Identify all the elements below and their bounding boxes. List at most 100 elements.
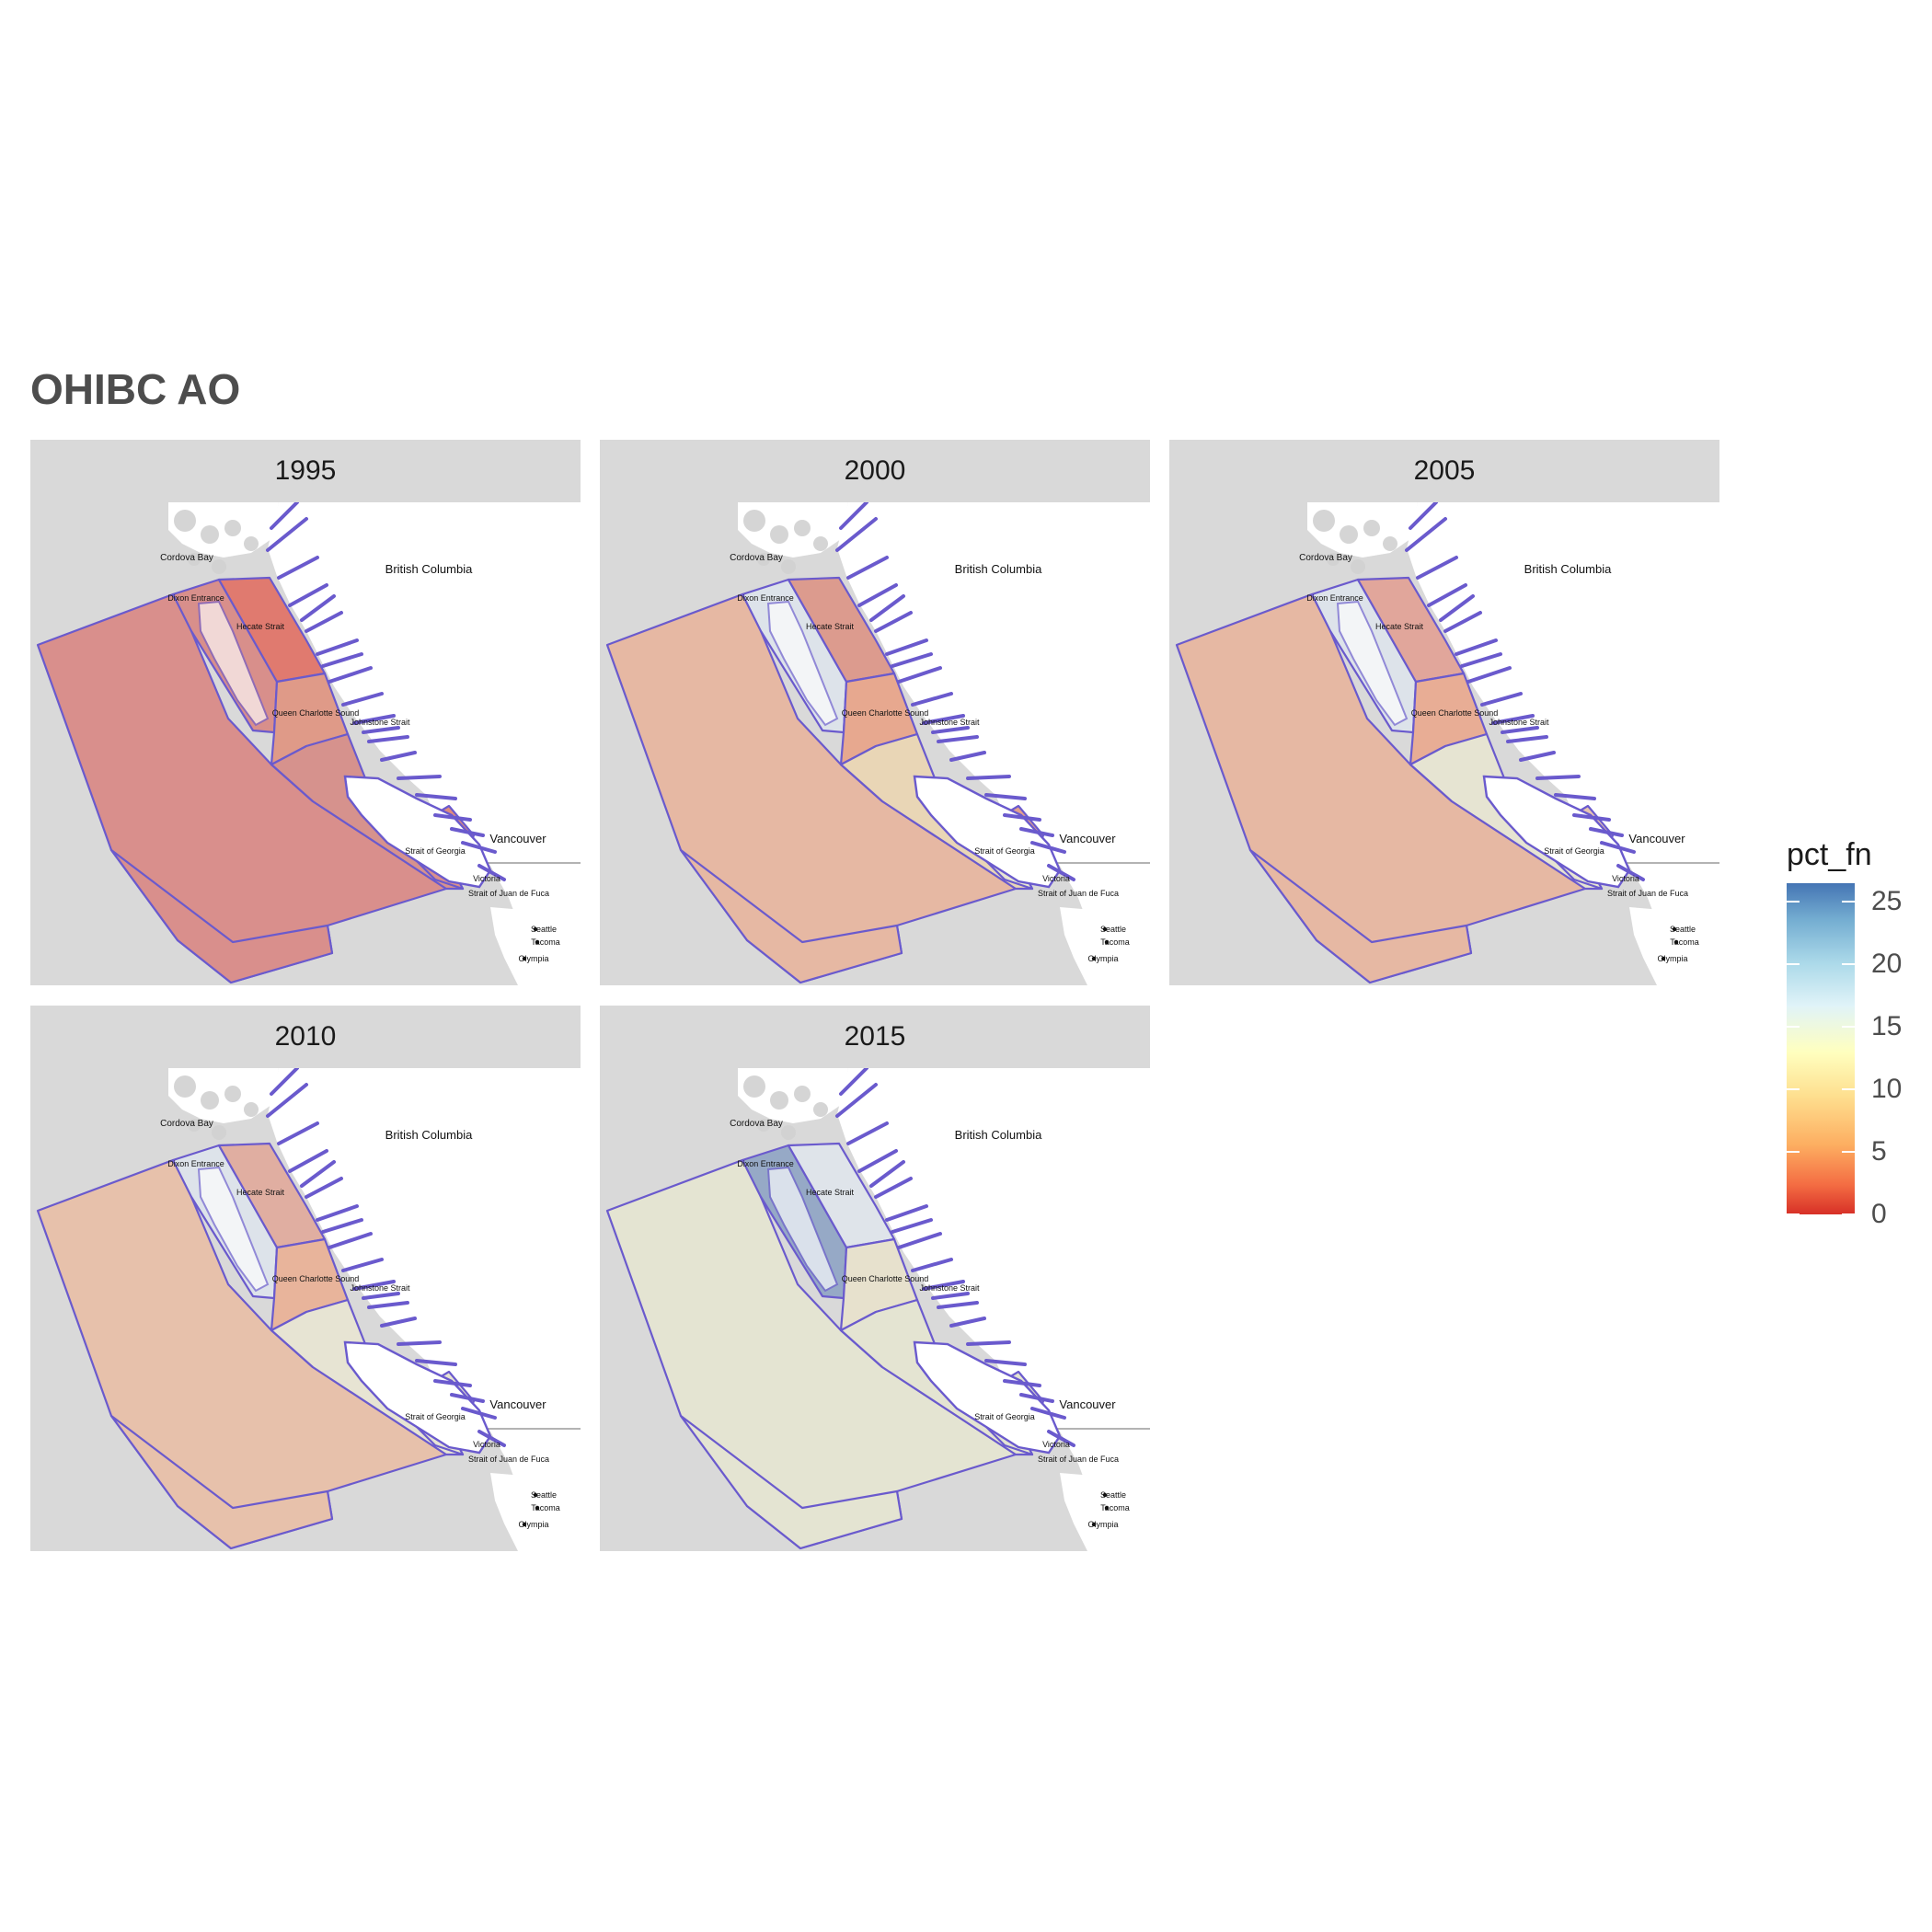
map-panel: Cordova Bay British Columbia Dixon Entranc… xyxy=(30,502,581,985)
label-queen-charlotte-sound: Queen Charlotte Sound xyxy=(842,1274,929,1283)
label-british-columbia: British Columbia xyxy=(385,562,473,576)
label-seattle: Seattle xyxy=(1100,925,1126,934)
legend-tick-mark xyxy=(1787,1151,1800,1154)
label-victoria: Victoria xyxy=(473,874,500,883)
facet-panel-2005: 2005 Cordova Bay British Columbia Dixon Ent… xyxy=(1169,440,1719,985)
label-cordova-bay: Cordova Bay xyxy=(1299,553,1352,563)
legend-colorbar xyxy=(1787,883,1855,1214)
legend-tick-label: 10 xyxy=(1871,1074,1903,1105)
map-panel: Cordova Bay British Columbia Dixon Entranc… xyxy=(1169,502,1719,985)
label-olympia: Olympia xyxy=(1657,954,1687,963)
label-british-columbia: British Columbia xyxy=(955,1128,1042,1142)
facet-strip-label: 2015 xyxy=(600,1006,1150,1068)
legend-tick-mark xyxy=(1787,1088,1800,1091)
label-seattle: Seattle xyxy=(1670,925,1696,934)
label-british-columbia: British Columbia xyxy=(1524,562,1612,576)
label-johnstone-strait: Johnstone Strait xyxy=(919,1283,980,1293)
label-vancouver: Vancouver xyxy=(489,1397,546,1411)
label-johnstone-strait: Johnstone Strait xyxy=(350,718,410,727)
label-juan-de-fuca: Strait of Juan de Fuca xyxy=(468,889,549,898)
facet-panel-2015: 2015 Cordova Bay British Columbia Dixon Ent… xyxy=(600,1006,1150,1551)
label-strait-of-georgia: Strait of Georgia xyxy=(405,1412,466,1421)
label-olympia: Olympia xyxy=(1087,1520,1118,1529)
label-vancouver: Vancouver xyxy=(1628,832,1685,845)
label-tacoma: Tacoma xyxy=(531,937,560,947)
label-seattle: Seattle xyxy=(531,925,557,934)
facet-strip-label: 2000 xyxy=(600,440,1150,502)
label-victoria: Victoria xyxy=(1042,1440,1070,1449)
legend-tick-mark xyxy=(1787,1026,1800,1029)
region-3 xyxy=(217,1142,327,1249)
label-queen-charlotte-sound: Queen Charlotte Sound xyxy=(1411,708,1499,718)
label-victoria: Victoria xyxy=(1042,874,1070,883)
label-hecate-strait: Hecate Strait xyxy=(806,1188,855,1197)
legend-tick-mark xyxy=(1842,963,1855,966)
legend-tick-mark xyxy=(1842,1151,1855,1154)
region-7 xyxy=(1248,848,1473,984)
label-dixon-entrance: Dixon Entrance xyxy=(737,593,794,603)
legend-tick-label: 15 xyxy=(1871,1011,1903,1042)
region-3 xyxy=(787,576,896,684)
facet-panel-2010: 2010 Cordova Bay British Columbia Dixon Ent… xyxy=(30,1006,581,1551)
label-hecate-strait: Hecate Strait xyxy=(806,622,855,631)
label-dixon-entrance: Dixon Entrance xyxy=(1306,593,1363,603)
label-cordova-bay: Cordova Bay xyxy=(730,553,783,563)
label-victoria: Victoria xyxy=(473,1440,500,1449)
legend-tick-mark xyxy=(1842,1026,1855,1029)
label-johnstone-strait: Johnstone Strait xyxy=(1489,718,1549,727)
legend-tick-mark xyxy=(1787,1213,1800,1215)
map-panel: Cordova Bay British Columbia Dixon Entranc… xyxy=(30,1068,581,1551)
label-juan-de-fuca: Strait of Juan de Fuca xyxy=(1038,1455,1119,1464)
label-queen-charlotte-sound: Queen Charlotte Sound xyxy=(272,708,360,718)
label-hecate-strait: Hecate Strait xyxy=(1375,622,1424,631)
legend-tick-mark xyxy=(1842,1088,1855,1091)
legend-tick-label: 5 xyxy=(1871,1136,1887,1167)
region-3 xyxy=(787,1142,896,1249)
map-panel: Cordova Bay British Columbia Dixon Entranc… xyxy=(600,1068,1150,1551)
facet-strip-label: 1995 xyxy=(30,440,581,502)
facet-strip-label: 2010 xyxy=(30,1006,581,1068)
label-olympia: Olympia xyxy=(1087,954,1118,963)
facet-strip-label: 2005 xyxy=(1169,440,1719,502)
label-british-columbia: British Columbia xyxy=(385,1128,473,1142)
label-dixon-entrance: Dixon Entrance xyxy=(167,593,224,603)
label-cordova-bay: Cordova Bay xyxy=(160,553,213,563)
legend-tick-mark xyxy=(1842,901,1855,903)
legend-title: pct_fn xyxy=(1787,837,1872,872)
legend-tick-mark xyxy=(1842,1213,1855,1215)
label-seattle: Seattle xyxy=(1100,1490,1126,1500)
label-cordova-bay: Cordova Bay xyxy=(160,1119,213,1129)
legend-tick-label: 0 xyxy=(1871,1199,1887,1229)
label-vancouver: Vancouver xyxy=(1059,1397,1116,1411)
label-juan-de-fuca: Strait of Juan de Fuca xyxy=(1038,889,1119,898)
label-dixon-entrance: Dixon Entrance xyxy=(737,1159,794,1168)
region-3 xyxy=(217,576,327,684)
label-seattle: Seattle xyxy=(531,1490,557,1500)
map-panel: Cordova Bay British Columbia Dixon Entranc… xyxy=(600,502,1150,985)
label-queen-charlotte-sound: Queen Charlotte Sound xyxy=(842,708,929,718)
label-juan-de-fuca: Strait of Juan de Fuca xyxy=(468,1455,549,1464)
label-juan-de-fuca: Strait of Juan de Fuca xyxy=(1607,889,1688,898)
label-strait-of-georgia: Strait of Georgia xyxy=(1544,846,1604,856)
label-tacoma: Tacoma xyxy=(1670,937,1699,947)
facet-panel-2000: 2000 Cordova Bay British Columbia Dixon Ent… xyxy=(600,440,1150,985)
label-johnstone-strait: Johnstone Strait xyxy=(919,718,980,727)
facet-panel-1995: 1995 Cordova Bay British Columbia Dixon Ent… xyxy=(30,440,581,985)
label-vancouver: Vancouver xyxy=(1059,832,1116,845)
label-vancouver: Vancouver xyxy=(489,832,546,845)
label-strait-of-georgia: Strait of Georgia xyxy=(974,846,1035,856)
label-tacoma: Tacoma xyxy=(1100,1503,1130,1512)
region-7 xyxy=(109,848,334,984)
color-legend: pct_fn 0 5 10 15 20 25 xyxy=(1787,837,1925,1228)
legend-tick-label: 20 xyxy=(1871,949,1903,980)
label-olympia: Olympia xyxy=(518,1520,548,1529)
region-7 xyxy=(679,1414,903,1550)
region-3 xyxy=(1356,576,1466,684)
label-british-columbia: British Columbia xyxy=(955,562,1042,576)
legend-tick-mark xyxy=(1787,963,1800,966)
plot-title: OHIBC AO xyxy=(30,365,241,413)
label-olympia: Olympia xyxy=(518,954,548,963)
label-tacoma: Tacoma xyxy=(531,1503,560,1512)
label-queen-charlotte-sound: Queen Charlotte Sound xyxy=(272,1274,360,1283)
label-dixon-entrance: Dixon Entrance xyxy=(167,1159,224,1168)
